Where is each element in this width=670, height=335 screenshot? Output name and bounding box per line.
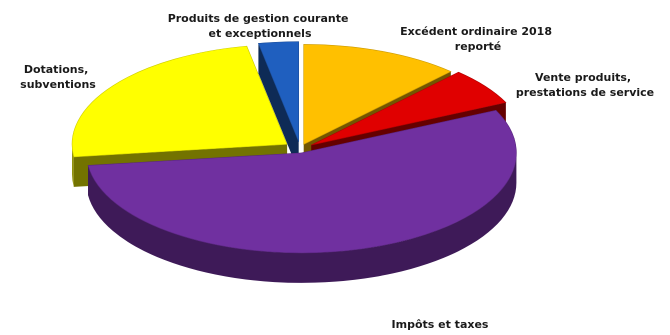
slice-edge-4-0: [258, 43, 299, 172]
label-excedent: Excédent ordinaire 2018 reporté: [400, 25, 556, 53]
slice-side-2: [88, 152, 517, 283]
label-vente-produits: Vente produits, prestations de service: [516, 71, 654, 99]
slice-4: [257, 41, 299, 172]
label-impots-taxes: Impôts et taxes: [392, 318, 489, 331]
slice-top-0: [303, 44, 452, 145]
slice-top-3: [71, 45, 288, 158]
slice-labels: Excédent ordinaire 2018 reporté Vente pr…: [20, 12, 654, 331]
pie-slices: [71, 41, 517, 283]
slice-top-1: [311, 71, 507, 146]
slice-2: [87, 109, 517, 283]
slice-side-3: [72, 144, 74, 187]
slice-top-4: [257, 41, 299, 142]
label-produits-gestion: Produits de gestion courante et exceptio…: [168, 12, 353, 40]
slice-top-2: [87, 109, 517, 254]
label-dotations: Dotations, subventions: [20, 63, 96, 91]
